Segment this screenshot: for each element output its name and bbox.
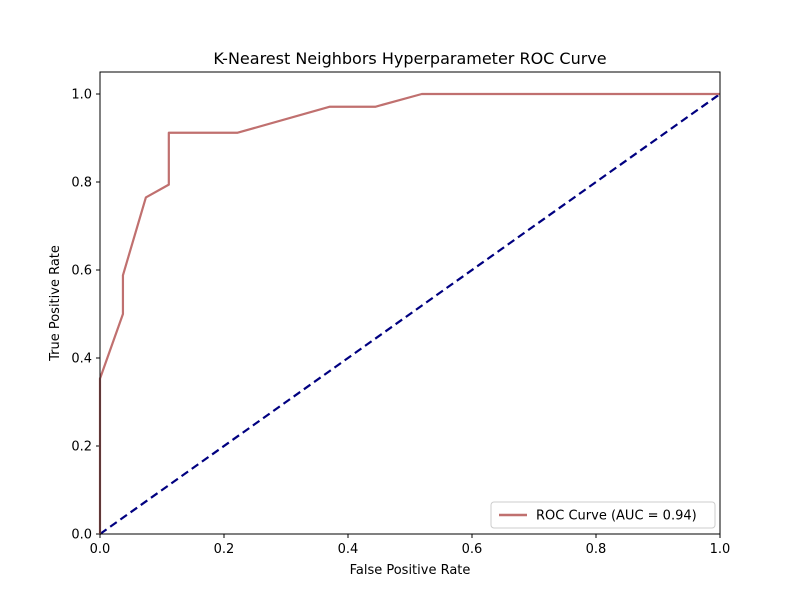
chance-diagonal-line: [99, 93, 721, 535]
x-tick-label: 0.8: [586, 542, 607, 557]
x-tick-label: 0.6: [462, 542, 483, 557]
y-tick-label: 0.4: [71, 352, 92, 367]
y-tick-label: 0.6: [71, 264, 92, 279]
chart-title: K-Nearest Neighbors Hyperparameter ROC C…: [213, 49, 606, 68]
legend: ROC Curve (AUC = 0.94): [490, 501, 716, 529]
y-tick-label: 0.2: [71, 440, 92, 455]
x-tick-label: 1.0: [710, 542, 731, 557]
legend-label-roc: ROC Curve (AUC = 0.94): [536, 509, 697, 524]
legend-box: [490, 501, 716, 529]
x-axis-label: False Positive Rate: [350, 563, 471, 578]
y-axis-label: True Positive Rate: [48, 245, 63, 362]
plot-area: [100, 72, 720, 534]
x-tick-label: 0.2: [214, 542, 235, 557]
tick-layer: 0.0 0.2 0.4 0.6 0.8 1.0 0.0 0.2 0.4 0.6 0.8 1.0: [71, 88, 730, 558]
roc-curve-line: [98, 92, 720, 534]
y-tick-label: 0.0: [71, 528, 92, 543]
plot-frame: [99, 71, 721, 535]
y-tick-label: 1.0: [71, 88, 92, 103]
series-layer: [98, 92, 721, 535]
y-tick-label: 0.8: [71, 176, 92, 191]
x-tick-label: 0.4: [338, 542, 359, 557]
x-tick-label: 0.0: [90, 542, 111, 557]
